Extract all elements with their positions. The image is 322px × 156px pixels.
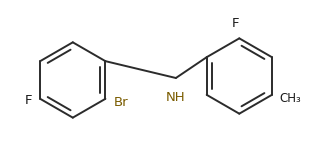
Text: Br: Br bbox=[113, 96, 128, 109]
Text: NH: NH bbox=[166, 91, 186, 104]
Text: F: F bbox=[25, 94, 32, 107]
Text: F: F bbox=[232, 17, 239, 30]
Text: CH₃: CH₃ bbox=[280, 92, 302, 105]
